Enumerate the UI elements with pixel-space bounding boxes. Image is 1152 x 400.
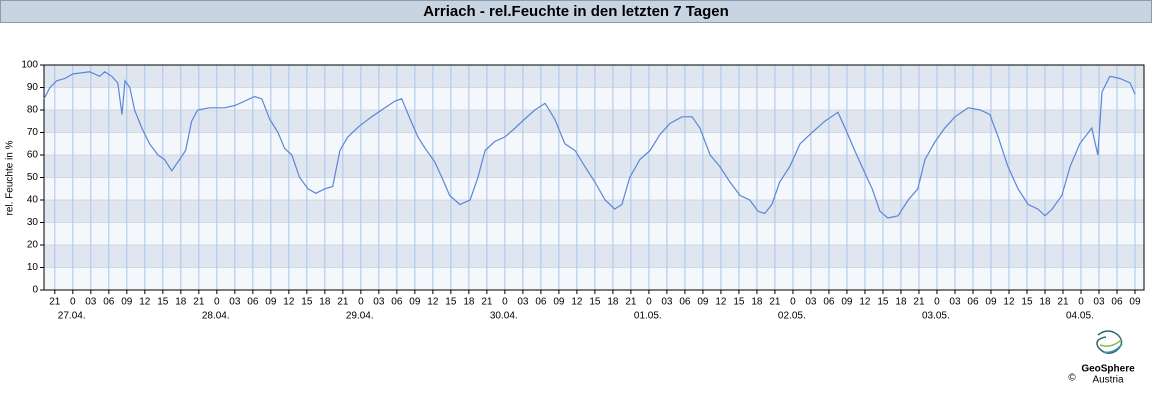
x-tick-label: 09	[985, 297, 997, 308]
x-tick-label: 12	[571, 297, 583, 308]
x-tick-label: 06	[1111, 297, 1123, 308]
y-axis-label: rel. Feuchte in %	[5, 140, 16, 215]
x-tick-label: 15	[733, 297, 745, 308]
x-tick-label: 0	[70, 297, 76, 308]
x-tick-label: 03	[661, 297, 673, 308]
x-tick-label: 09	[265, 297, 277, 308]
x-tick-label: 21	[193, 297, 205, 308]
chart-title: Arriach - rel.Feuchte in den letzten 7 T…	[423, 3, 729, 20]
day-label: 02.05.	[778, 311, 806, 322]
x-tick-label: 0	[646, 297, 652, 308]
x-tick-label: 09	[841, 297, 853, 308]
y-tick-label: 30	[27, 217, 39, 228]
day-label: 01.05.	[634, 311, 662, 322]
x-tick-label: 12	[427, 297, 439, 308]
x-tick-label: 03	[1093, 297, 1105, 308]
x-tick-label: 06	[391, 297, 403, 308]
x-tick-label: 12	[283, 297, 295, 308]
x-tick-label: 15	[589, 297, 601, 308]
x-tick-label: 15	[301, 297, 313, 308]
x-tick-label: 09	[553, 297, 565, 308]
logo-subtext: Austria	[1092, 375, 1124, 386]
x-tick-label: 06	[247, 297, 259, 308]
day-label: 28.04.	[202, 311, 230, 322]
x-tick-label: 21	[1057, 297, 1069, 308]
x-tick-label: 0	[934, 297, 940, 308]
x-tick-label: 18	[175, 297, 187, 308]
grid-band	[44, 65, 1144, 88]
grid-band	[44, 110, 1144, 133]
y-tick-label: 20	[27, 240, 39, 251]
x-tick-label: 12	[139, 297, 151, 308]
x-tick-label: 06	[823, 297, 835, 308]
x-tick-label: 03	[517, 297, 529, 308]
day-label: 04.05.	[1066, 311, 1094, 322]
x-tick-label: 18	[607, 297, 619, 308]
x-tick-label: 15	[157, 297, 169, 308]
x-tick-label: 0	[358, 297, 364, 308]
day-label: 29.04.	[346, 311, 374, 322]
x-tick-label: 21	[769, 297, 781, 308]
y-tick-label: 0	[32, 285, 38, 296]
x-tick-label: 18	[1039, 297, 1051, 308]
x-tick-label: 06	[103, 297, 115, 308]
x-tick-label: 12	[715, 297, 727, 308]
x-tick-label: 15	[445, 297, 457, 308]
x-tick-label: 09	[121, 297, 133, 308]
x-tick-label: 06	[679, 297, 691, 308]
x-tick-label: 06	[535, 297, 547, 308]
x-tick-label: 18	[319, 297, 331, 308]
logo: GeoSphere Austria ©	[1068, 330, 1135, 386]
grid-band	[44, 245, 1144, 268]
x-tick-label: 21	[913, 297, 925, 308]
x-tick-label: 18	[895, 297, 907, 308]
x-tick-label: 09	[697, 297, 709, 308]
x-tick-label: 06	[967, 297, 979, 308]
x-tick-label: 21	[49, 297, 61, 308]
x-tick-label: 21	[481, 297, 493, 308]
x-tick-label: 12	[1003, 297, 1015, 308]
x-tick-label: 18	[751, 297, 763, 308]
logo-text: GeoSphere	[1081, 364, 1135, 375]
x-tick-label: 21	[625, 297, 637, 308]
x-tick-label: 21	[337, 297, 349, 308]
y-tick-label: 40	[27, 195, 39, 206]
x-tick-label: 0	[790, 297, 796, 308]
x-tick-label: 12	[859, 297, 871, 308]
day-label: 27.04.	[58, 311, 86, 322]
x-tick-label: 09	[409, 297, 421, 308]
x-tick-label: 03	[373, 297, 385, 308]
x-tick-label: 0	[502, 297, 508, 308]
y-tick-label: 100	[21, 60, 38, 71]
y-tick-label: 70	[27, 127, 39, 138]
x-tick-label: 09	[1129, 297, 1141, 308]
y-tick-label: 10	[27, 262, 39, 273]
y-tick-label: 60	[27, 150, 39, 161]
grid-band	[44, 200, 1144, 223]
plot-frame	[43, 64, 1145, 291]
y-tick-label: 50	[27, 172, 39, 183]
x-tick-label: 03	[229, 297, 241, 308]
y-tick-label: 90	[27, 82, 39, 93]
grid-band	[44, 155, 1144, 178]
x-tick-label: 03	[949, 297, 961, 308]
day-label: 30.04.	[490, 311, 518, 322]
y-tick-label: 80	[27, 105, 39, 116]
x-tick-label: 15	[877, 297, 889, 308]
x-tick-label: 15	[1021, 297, 1033, 308]
x-tick-label: 03	[85, 297, 97, 308]
x-tick-label: 18	[463, 297, 475, 308]
day-label: 03.05.	[922, 311, 950, 322]
x-tick-label: 0	[214, 297, 220, 308]
x-tick-label: 03	[805, 297, 817, 308]
copyright: ©	[1068, 373, 1076, 384]
humidity-line	[43, 71, 1136, 219]
x-tick-label: 0	[1078, 297, 1084, 308]
